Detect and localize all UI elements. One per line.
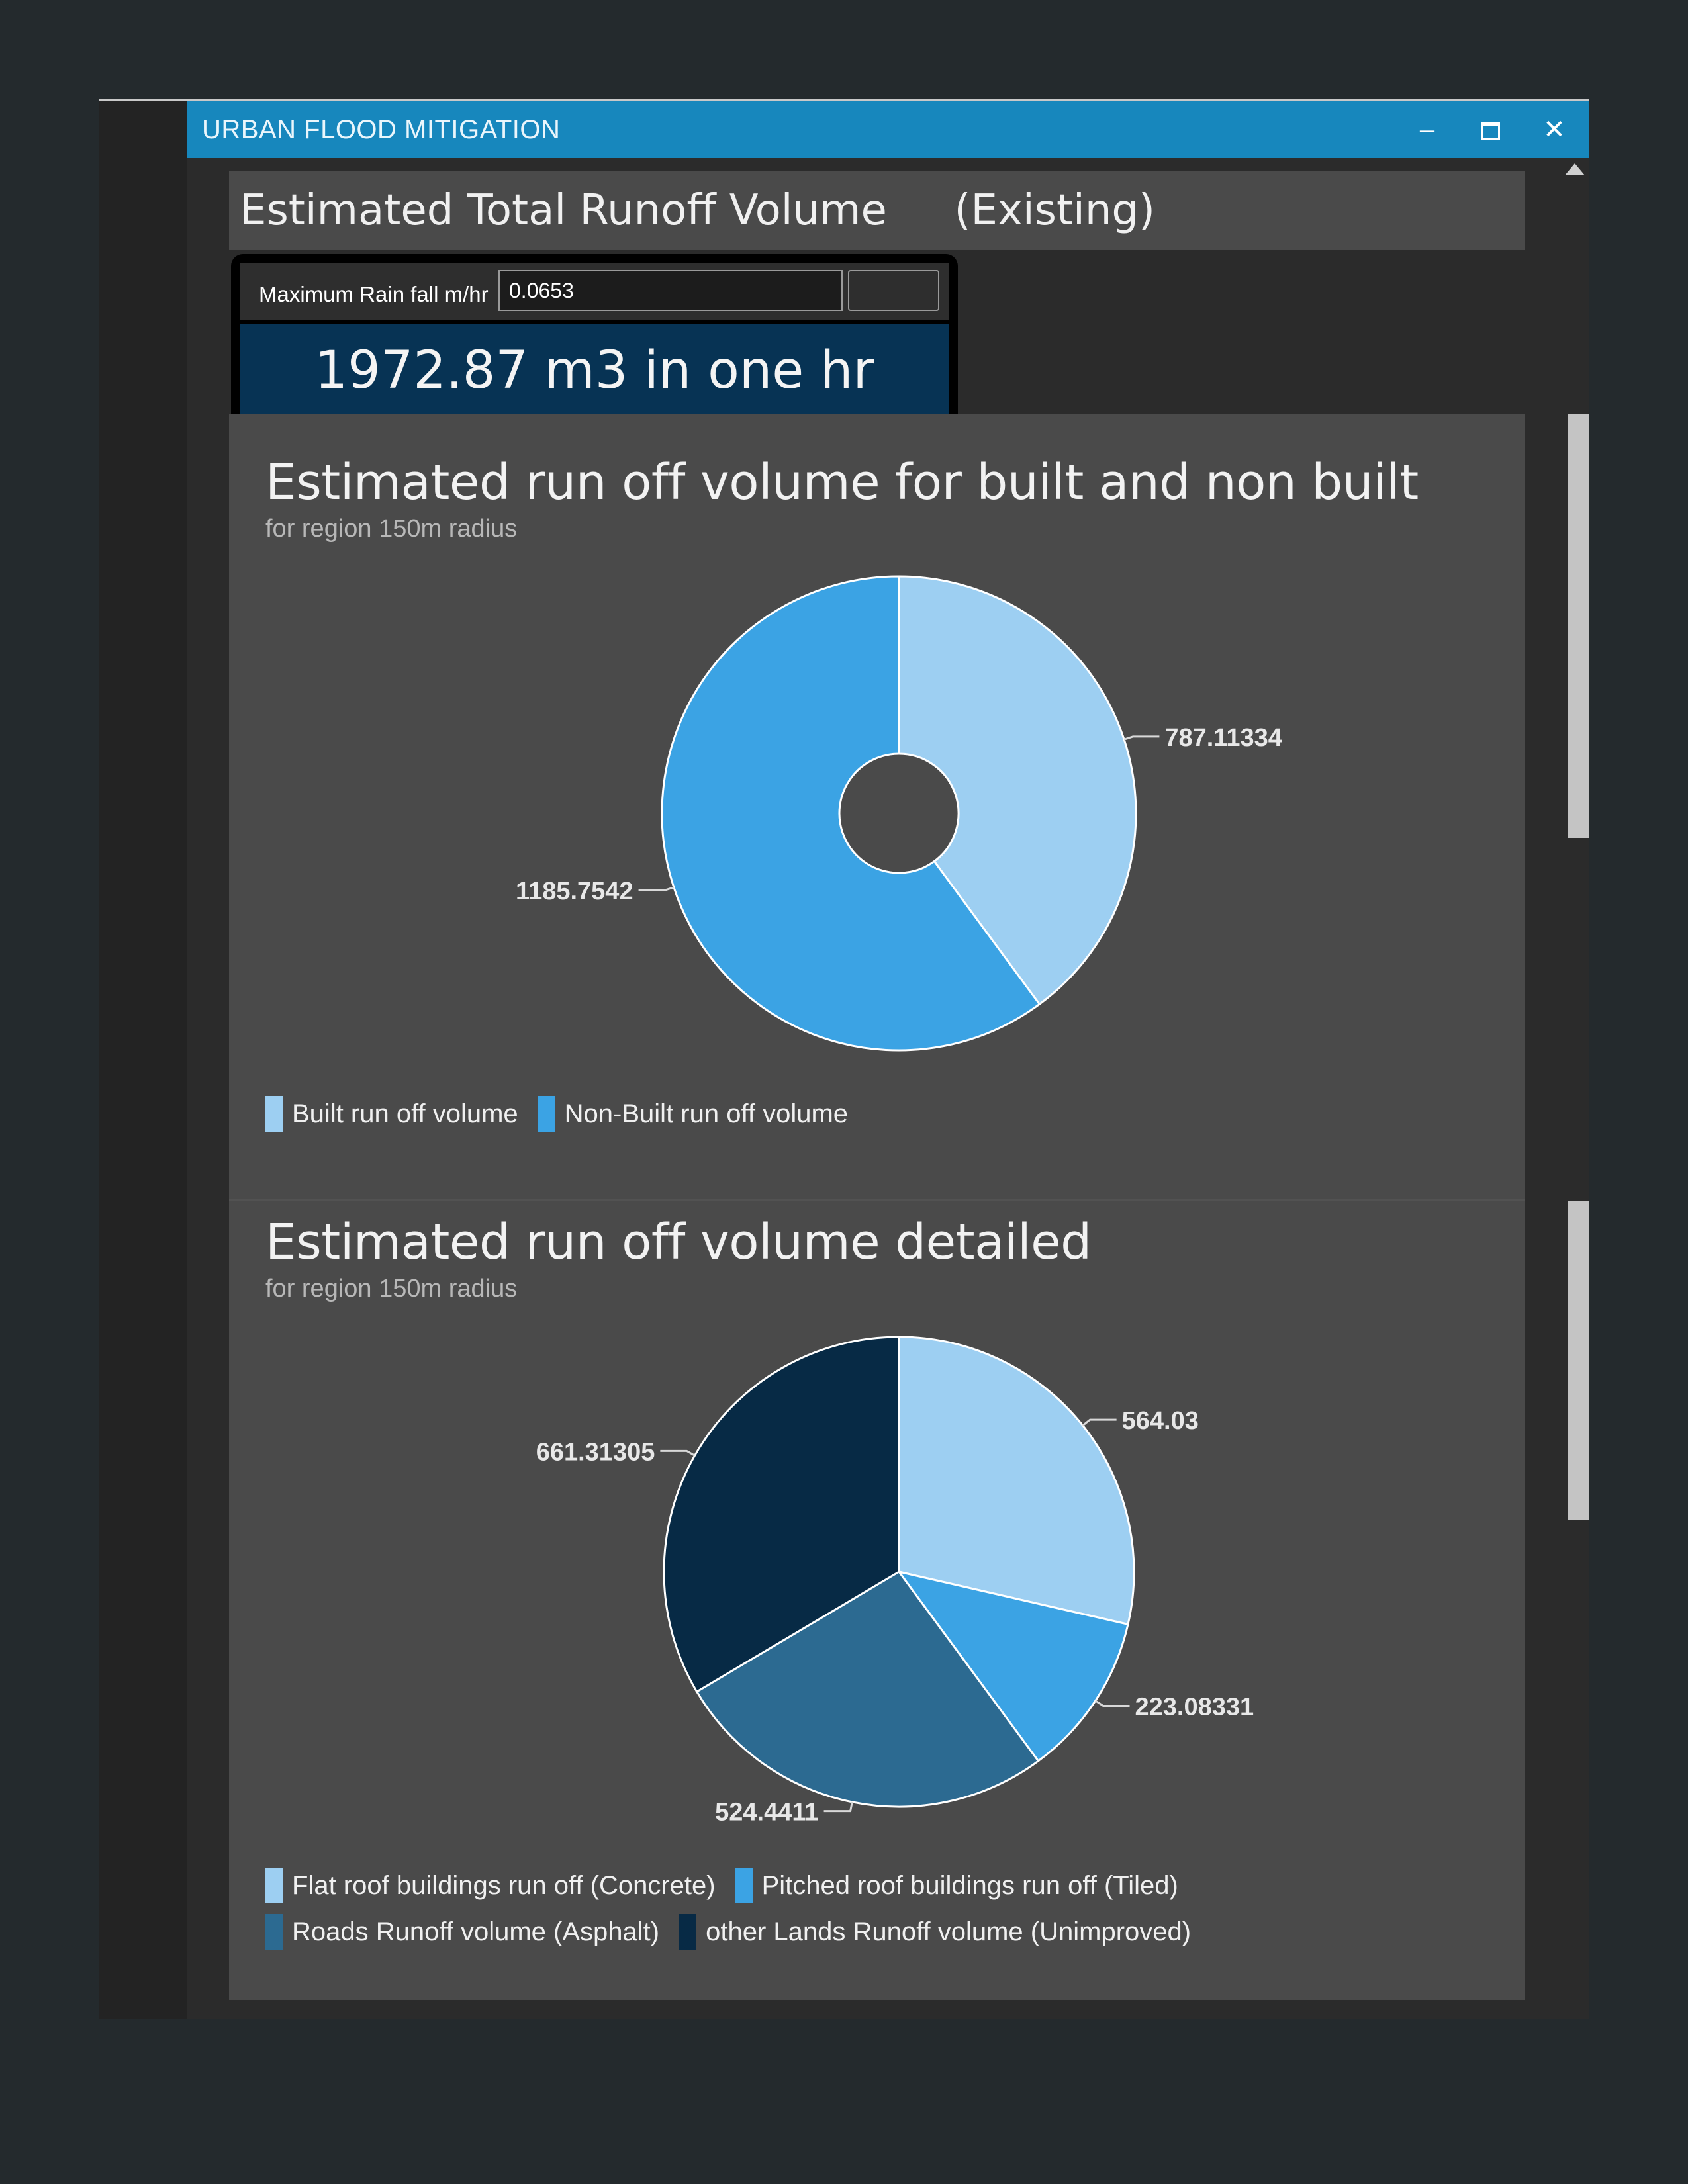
main-content: Estimated Total Runoff Volume (Existing)… xyxy=(187,158,1589,2019)
legend-swatch xyxy=(735,1868,753,1903)
data-label: 564.03 xyxy=(1122,1407,1199,1435)
label-leader-line xyxy=(1123,735,1160,741)
rainfall-calculator: Maximum Rain fall m/hr 1972.87 m3 in one… xyxy=(231,254,958,426)
chart-title: Estimated run off volume detailed xyxy=(265,1214,1092,1271)
legend-swatch xyxy=(679,1914,697,1950)
legend-swatch xyxy=(265,1868,283,1903)
rainfall-input-row: Maximum Rain fall m/hr xyxy=(240,263,949,320)
window-title: URBAN FLOOD MITIGATION xyxy=(202,115,561,144)
legend-label: Roads Runoff volume (Asphalt) xyxy=(292,1917,660,1946)
pie-slice[interactable] xyxy=(661,575,1041,1052)
label-leader-line xyxy=(1094,1700,1130,1707)
legend-item-pitched-roof: Pitched roof buildings run off (Tiled) xyxy=(735,1868,1178,1903)
built-nonbuilt-chart-panel: Estimated run off volume for built and n… xyxy=(229,414,1525,1199)
pie-slice[interactable] xyxy=(898,1336,1135,1626)
label-leader-line xyxy=(638,886,675,891)
runoff-result: 1972.87 m3 in one hr xyxy=(240,324,949,417)
detailed-pie-chart: 564.03 223.08331 524.4411 661.31305 xyxy=(536,1336,1254,1827)
minimize-button[interactable]: ‒ xyxy=(1404,110,1450,150)
legend-label: Non-Built run off volume xyxy=(564,1099,849,1128)
legend-item-flat-roof: Flat roof buildings run off (Concrete) xyxy=(265,1868,716,1903)
vertical-scrollbar[interactable] xyxy=(1561,158,1589,2019)
close-button[interactable]: ✕ xyxy=(1531,110,1577,150)
maximize-button[interactable] xyxy=(1468,110,1514,150)
detailed-chart-panel: Estimated run off volume detailed for re… xyxy=(229,1199,1525,2000)
title-bar[interactable]: URBAN FLOOD MITIGATION ‒ ✕ xyxy=(187,101,1589,158)
chart-subtitle: for region 150m radius xyxy=(265,515,518,543)
legend-label: Built run off volume xyxy=(292,1099,518,1128)
label-leader-line xyxy=(1082,1418,1117,1426)
chart-subtitle: for region 150m radius xyxy=(265,1275,518,1302)
legend-label: other Lands Runoff volume (Unimproved) xyxy=(706,1917,1192,1946)
chart-legend: Flat roof buildings run off (Concrete) P… xyxy=(265,1862,1211,1955)
header-bar: Estimated Total Runoff Volume (Existing) xyxy=(229,171,1525,250)
legend-label: Pitched roof buildings run off (Tiled) xyxy=(761,1870,1178,1900)
legend-item-roads: Roads Runoff volume (Asphalt) xyxy=(265,1914,659,1950)
data-label: 1185.7542 xyxy=(516,878,633,905)
minimize-icon: ‒ xyxy=(1419,115,1435,144)
maximize-icon xyxy=(1481,122,1500,140)
data-label: 223.08331 xyxy=(1135,1693,1254,1721)
calculate-button[interactable] xyxy=(848,270,939,311)
label-leader-line xyxy=(823,1801,853,1813)
legend-swatch xyxy=(538,1096,555,1132)
pie-slice[interactable] xyxy=(898,575,1137,1006)
legend-item-other-lands: other Lands Runoff volume (Unimproved) xyxy=(679,1914,1191,1950)
scroll-thumb-lower[interactable] xyxy=(1568,1201,1589,1520)
scroll-up-arrow-icon[interactable] xyxy=(1565,163,1585,175)
pie-slice[interactable] xyxy=(896,1570,1129,1762)
built-nonbuilt-pie-chart: 787.11334 1185.7542 xyxy=(516,575,1282,1052)
close-icon: ✕ xyxy=(1543,115,1566,144)
data-label: 787.11334 xyxy=(1164,724,1282,752)
rainfall-label: Maximum Rain fall m/hr xyxy=(259,282,489,306)
legend-item-non-built: Non-Built run off volume xyxy=(538,1096,848,1132)
rainfall-input[interactable] xyxy=(498,270,843,311)
legend-item-built: Built run off volume xyxy=(265,1096,518,1132)
data-label: 524.4411 xyxy=(715,1799,818,1827)
chart-title: Estimated run off volume for built and n… xyxy=(265,454,1419,511)
data-label: 661.31305 xyxy=(536,1438,655,1466)
legend-swatch xyxy=(265,1096,283,1132)
app-window: URBAN FLOOD MITIGATION ‒ ✕ Estimated Tot… xyxy=(187,101,1589,2019)
legend-label: Flat roof buildings run off (Concrete) xyxy=(292,1870,716,1900)
chart-legend: Built run off volume Non-Built run off v… xyxy=(265,1091,868,1137)
scroll-thumb-upper[interactable] xyxy=(1568,414,1589,838)
page-title: Estimated Total Runoff Volume (Existing) xyxy=(240,186,1155,235)
top-divider xyxy=(99,99,1589,101)
label-leader-line xyxy=(660,1449,696,1457)
legend-swatch xyxy=(265,1914,283,1950)
